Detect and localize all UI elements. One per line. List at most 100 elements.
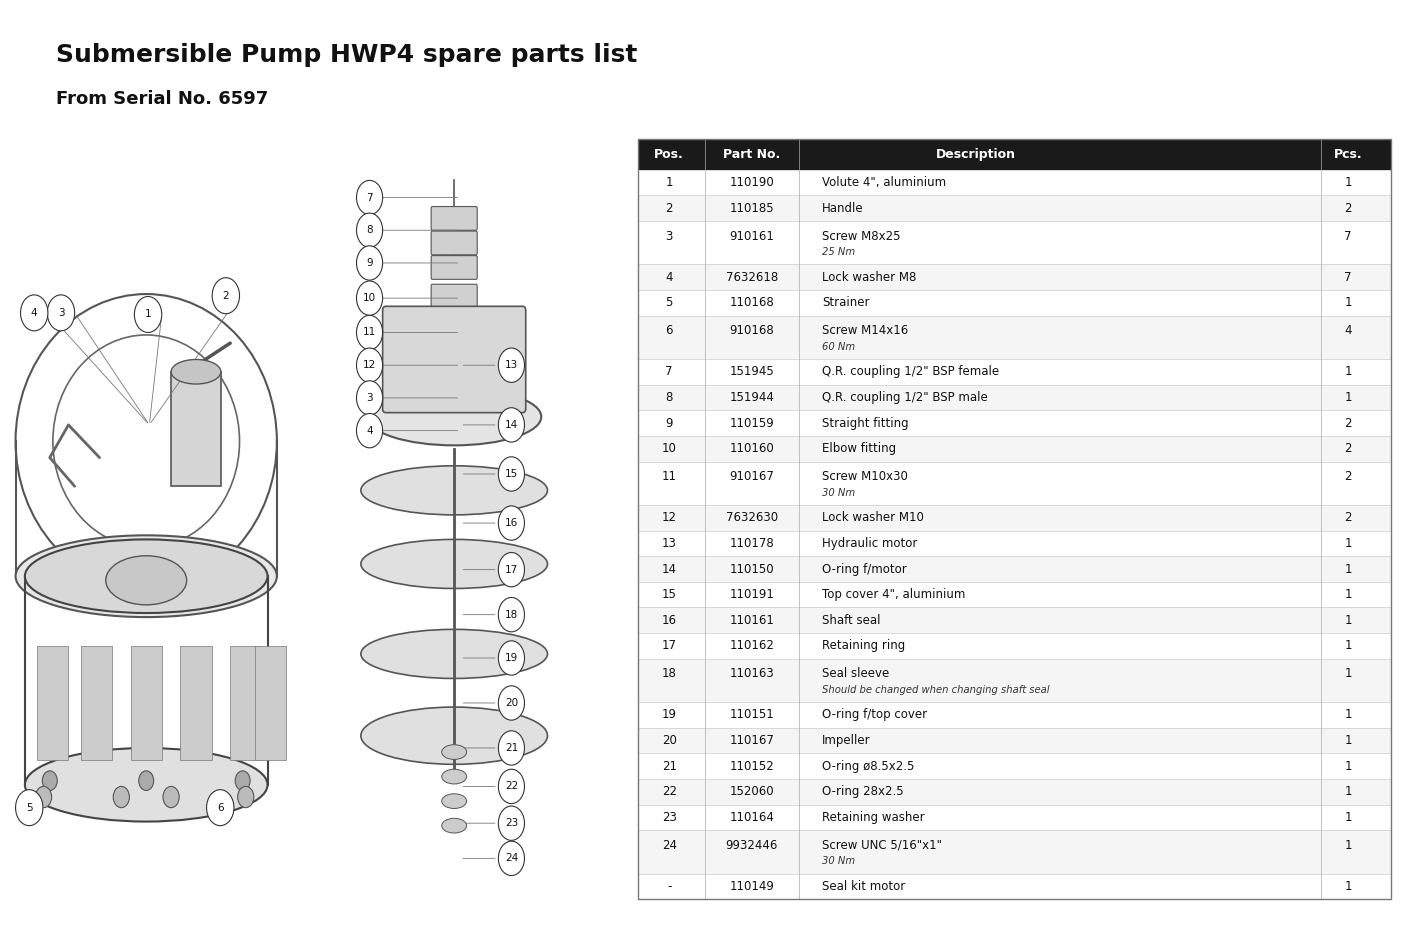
Text: 30 Nm: 30 Nm xyxy=(823,857,855,866)
Text: Hydraulic motor: Hydraulic motor xyxy=(823,537,918,550)
Text: 4: 4 xyxy=(666,271,673,283)
Text: 1: 1 xyxy=(1345,786,1352,798)
Text: 23: 23 xyxy=(505,818,518,828)
Circle shape xyxy=(21,295,48,331)
Text: Submersible Pump HWP4 spare parts list: Submersible Pump HWP4 spare parts list xyxy=(57,43,638,67)
Text: Strainer: Strainer xyxy=(823,297,870,309)
Bar xyxy=(638,436,1391,461)
Text: 9: 9 xyxy=(666,417,673,430)
Text: 1: 1 xyxy=(1345,537,1352,550)
Bar xyxy=(230,646,262,760)
Text: 110190: 110190 xyxy=(730,176,773,189)
Circle shape xyxy=(356,213,383,247)
Text: 1: 1 xyxy=(1345,880,1352,893)
Text: 17: 17 xyxy=(505,565,518,574)
Text: 18: 18 xyxy=(505,610,518,620)
Circle shape xyxy=(163,786,180,807)
Text: 1: 1 xyxy=(1345,760,1352,772)
Text: 7: 7 xyxy=(366,192,373,203)
Text: 60 Nm: 60 Nm xyxy=(823,341,855,352)
Text: Screw UNC 5/16"x1": Screw UNC 5/16"x1" xyxy=(823,839,942,852)
FancyBboxPatch shape xyxy=(431,284,477,308)
Text: 3: 3 xyxy=(666,230,673,243)
Ellipse shape xyxy=(106,555,187,605)
Ellipse shape xyxy=(25,747,267,822)
Text: 110150: 110150 xyxy=(730,562,773,575)
Circle shape xyxy=(134,297,161,333)
Text: 3: 3 xyxy=(366,393,373,403)
Circle shape xyxy=(206,789,233,825)
Bar xyxy=(638,505,1391,531)
Text: 7: 7 xyxy=(1345,271,1352,283)
Bar xyxy=(255,646,286,760)
Text: 6: 6 xyxy=(666,324,673,338)
Circle shape xyxy=(356,181,383,215)
Bar xyxy=(638,702,1391,728)
Circle shape xyxy=(238,786,255,807)
Bar xyxy=(37,646,68,760)
Text: 22: 22 xyxy=(505,782,518,791)
Text: 4: 4 xyxy=(366,426,373,436)
Text: 4: 4 xyxy=(31,308,38,318)
Bar xyxy=(638,805,1391,830)
Circle shape xyxy=(212,278,239,314)
Text: 7632630: 7632630 xyxy=(725,512,778,524)
Bar xyxy=(181,646,212,760)
Ellipse shape xyxy=(361,630,547,678)
Text: 7: 7 xyxy=(666,365,673,378)
Bar xyxy=(638,359,1391,384)
Text: 10: 10 xyxy=(363,293,376,303)
Circle shape xyxy=(139,771,154,790)
Text: 110149: 110149 xyxy=(730,880,773,893)
Text: 11: 11 xyxy=(363,327,376,338)
Circle shape xyxy=(498,506,525,540)
Text: 1: 1 xyxy=(1345,839,1352,852)
Text: 1: 1 xyxy=(1345,391,1352,404)
Circle shape xyxy=(498,408,525,442)
Circle shape xyxy=(35,786,52,807)
Text: 110151: 110151 xyxy=(730,708,773,722)
Ellipse shape xyxy=(361,466,547,514)
Text: 110191: 110191 xyxy=(730,588,773,601)
Bar xyxy=(638,582,1391,608)
Text: 22: 22 xyxy=(662,786,677,798)
Circle shape xyxy=(356,281,383,316)
Text: 1: 1 xyxy=(1345,562,1352,575)
Text: 17: 17 xyxy=(662,639,677,652)
Text: 1: 1 xyxy=(1345,176,1352,189)
Text: 1: 1 xyxy=(1345,297,1352,309)
Bar xyxy=(638,290,1391,316)
Text: 13: 13 xyxy=(662,537,677,550)
Text: 16: 16 xyxy=(662,613,677,627)
Bar xyxy=(638,659,1391,702)
Text: 2: 2 xyxy=(1345,417,1352,430)
Text: 7: 7 xyxy=(1345,230,1352,243)
Circle shape xyxy=(356,414,383,448)
Text: 19: 19 xyxy=(505,653,518,663)
Ellipse shape xyxy=(368,388,542,445)
Bar xyxy=(81,646,112,760)
Text: 110168: 110168 xyxy=(730,297,773,309)
Text: 14: 14 xyxy=(505,420,518,430)
Text: 1: 1 xyxy=(144,309,151,320)
Text: 110178: 110178 xyxy=(730,537,773,550)
Text: 14: 14 xyxy=(662,562,677,575)
Text: 152060: 152060 xyxy=(730,786,773,798)
Bar xyxy=(638,633,1391,659)
Text: 7632618: 7632618 xyxy=(725,271,778,283)
Text: Screw M14x16: Screw M14x16 xyxy=(823,324,909,338)
Circle shape xyxy=(356,380,383,415)
Bar xyxy=(130,646,161,760)
Text: 1: 1 xyxy=(1345,613,1352,627)
Text: 110160: 110160 xyxy=(730,442,773,456)
Text: Lock washer M8: Lock washer M8 xyxy=(823,271,916,283)
Circle shape xyxy=(42,771,57,790)
Circle shape xyxy=(498,348,525,382)
Bar xyxy=(638,139,1391,169)
Text: 110161: 110161 xyxy=(730,613,773,627)
Bar xyxy=(638,531,1391,556)
Bar xyxy=(638,221,1391,264)
Text: 20: 20 xyxy=(662,734,677,747)
Circle shape xyxy=(498,769,525,804)
Text: 11: 11 xyxy=(662,470,677,483)
